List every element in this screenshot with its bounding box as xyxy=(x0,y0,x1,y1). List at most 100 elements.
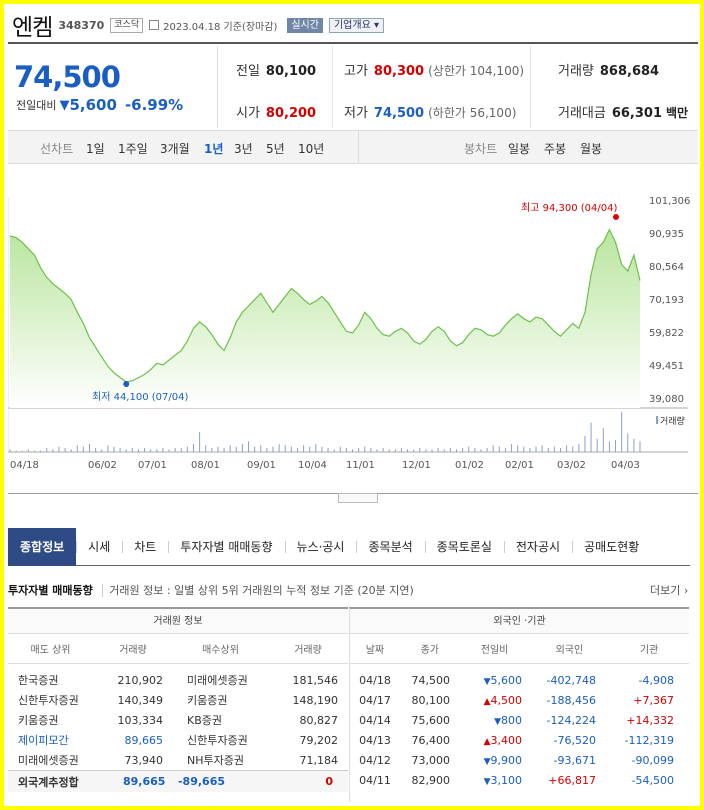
tab-period-1w[interactable]: 1주일 xyxy=(118,142,148,156)
tab-period-1y[interactable]: 1년 xyxy=(204,142,224,156)
stat-unit: 백만 xyxy=(666,106,689,120)
tab-overview[interactable]: 종합정보 xyxy=(8,528,77,566)
sum-buy-vol: -89,665 xyxy=(177,775,225,788)
broker-buy-name[interactable]: 미래에셋증권 xyxy=(187,674,248,687)
stat-value: 66,301 xyxy=(611,106,663,121)
tab-candle-daily[interactable]: 일봉 xyxy=(508,142,531,156)
volume-bar xyxy=(260,445,262,452)
tab-period-1d[interactable]: 1일 xyxy=(86,142,105,156)
volume-bar xyxy=(370,448,372,452)
broker-sell-name[interactable]: 제이피모간 xyxy=(18,734,69,747)
volume-bar xyxy=(211,448,213,452)
tab-candle-monthly[interactable]: 월봉 xyxy=(580,142,603,156)
investor-section-title: 투자자별 매매동향 거래원 정보 : 일별 상위 5위 거래원의 누적 정보 기… xyxy=(8,582,414,598)
x-tick-label: 04/18 xyxy=(10,460,39,471)
volume-bar xyxy=(64,448,66,452)
tab-investor-trading[interactable]: 투자자별 매매동향 xyxy=(168,528,284,566)
flow-change-value: 3,100 xyxy=(490,773,523,787)
tab-period-3m[interactable]: 3개월 xyxy=(160,142,190,156)
tab-period-5y[interactable]: 5년 xyxy=(266,142,285,156)
tab-period-10y[interactable]: 10년 xyxy=(298,142,325,156)
foreign-sum-row: 외국계추정합 89,665 -89,665 0 xyxy=(8,770,348,792)
broker-buy-name[interactable]: 신한투자증권 xyxy=(187,734,248,747)
volume-bar xyxy=(504,448,506,452)
volume-bar xyxy=(241,444,243,452)
stat-label: 저가 xyxy=(344,106,368,121)
stat-value: 80,200 xyxy=(265,106,317,121)
tab-chart[interactable]: 차트 xyxy=(122,528,168,566)
broker-buy-name[interactable]: 키움증권 xyxy=(187,694,228,707)
volume-bar xyxy=(192,444,194,452)
flow-date: 04/12 xyxy=(359,753,391,767)
volume-bar xyxy=(217,446,219,452)
sum-net: 0 xyxy=(325,775,333,788)
volume-bar xyxy=(596,438,598,452)
tab-disclosure[interactable]: 전자공시 xyxy=(503,528,572,566)
broker-buy-vol: 71,184 xyxy=(299,753,339,767)
volume-bar xyxy=(382,448,384,452)
broker-buy-name[interactable]: KB증권 xyxy=(187,714,222,727)
broker-sell-name[interactable]: 키움증권 xyxy=(18,714,59,727)
price-chart[interactable]: 101,306 90,935 80,564 70,193 59,822 49,451 39,… xyxy=(8,166,698,486)
volume-bar xyxy=(144,448,146,452)
tab-analysis[interactable]: 종목분석 xyxy=(356,528,424,566)
volume-bar xyxy=(33,450,35,452)
broker-sell-name[interactable]: 미래에셋증권 xyxy=(18,754,79,767)
broker-sell-vol: 103,334 xyxy=(117,713,164,727)
flow-caption: 외국인 ·기관 xyxy=(350,609,689,634)
volume-bar xyxy=(364,446,366,452)
price-line xyxy=(9,228,641,383)
volume-bar xyxy=(113,446,115,452)
corp-info-label: 기업개요 xyxy=(333,19,371,31)
chevron-down-icon: ▾ xyxy=(373,19,379,31)
tab-news[interactable]: 뉴스·공시 xyxy=(284,528,357,566)
investor-desc: 거래원 정보 : 일별 상위 5위 거래원의 누적 정보 기준 (20분 지연) xyxy=(102,584,414,597)
volume-bar xyxy=(559,448,561,452)
broker-sell-name[interactable]: 신한투자증권 xyxy=(18,694,79,707)
volume-bar xyxy=(131,448,133,452)
volume-bar xyxy=(419,448,421,452)
volume-bar xyxy=(376,449,378,452)
high-label: 최고 94,300 (04/04) xyxy=(521,202,617,214)
tab-period-3y[interactable]: 3년 xyxy=(234,142,253,156)
stat-high: 고가 80,300 (상한가 104,100) xyxy=(344,60,524,79)
volume-bar xyxy=(511,444,513,452)
volume-bar xyxy=(40,450,42,452)
realtime-button[interactable]: 실시간 xyxy=(287,17,323,33)
y-tick-label: 90,935 xyxy=(649,229,684,240)
volume-bar xyxy=(431,449,433,452)
volume-bar xyxy=(627,433,629,452)
main-tabs: 종합정보 시세 차트 투자자별 매매동향 뉴스·공시 종목분석 종목토론실 전자… xyxy=(8,528,690,566)
volume-bar xyxy=(400,448,402,452)
volume-bar xyxy=(449,448,451,452)
volume-bar xyxy=(315,444,317,452)
x-tick-label: 09/01 xyxy=(247,460,276,471)
volume-bar xyxy=(303,445,305,452)
volume-bar xyxy=(456,449,458,452)
broker-sell-name[interactable]: 한국증권 xyxy=(18,674,59,687)
volume-bar xyxy=(333,449,335,452)
flow-foreign: +66,817 xyxy=(548,773,596,787)
volume-bar xyxy=(52,449,54,452)
tab-short-selling[interactable]: 공매도현황 xyxy=(572,528,651,566)
volume-bar xyxy=(407,449,409,452)
more-link[interactable]: 더보기 › xyxy=(650,582,688,598)
volume-bar xyxy=(572,446,574,452)
upper-limit: (상한가 104,100) xyxy=(428,64,525,78)
flow-change: ▲4,500 xyxy=(450,694,522,707)
flow-foreign: -124,224 xyxy=(546,713,596,727)
broker-buy-name[interactable]: NH투자증권 xyxy=(187,754,244,767)
tab-quotes[interactable]: 시세 xyxy=(76,528,122,566)
chart-expand-handle[interactable] xyxy=(338,493,378,503)
tab-discussion[interactable]: 종목토론실 xyxy=(424,528,504,566)
foreign-inst-table: 외국인 ·기관 날짜 종가 전일비 외국인 기관 04/18 74,500 ▼5,6… xyxy=(349,607,689,802)
up-arrow-icon: ▲ xyxy=(483,696,491,707)
volume-bar xyxy=(107,445,109,452)
corp-info-dropdown[interactable]: 기업개요 ▾ xyxy=(328,17,384,33)
change-value: 5,600 xyxy=(69,96,117,114)
col-header: 외국인 xyxy=(555,645,584,656)
volume-bar xyxy=(480,449,482,452)
volume-bar xyxy=(309,446,311,452)
lower-limit: (하한가 56,100) xyxy=(428,106,517,120)
tab-candle-weekly[interactable]: 주봉 xyxy=(544,142,567,156)
